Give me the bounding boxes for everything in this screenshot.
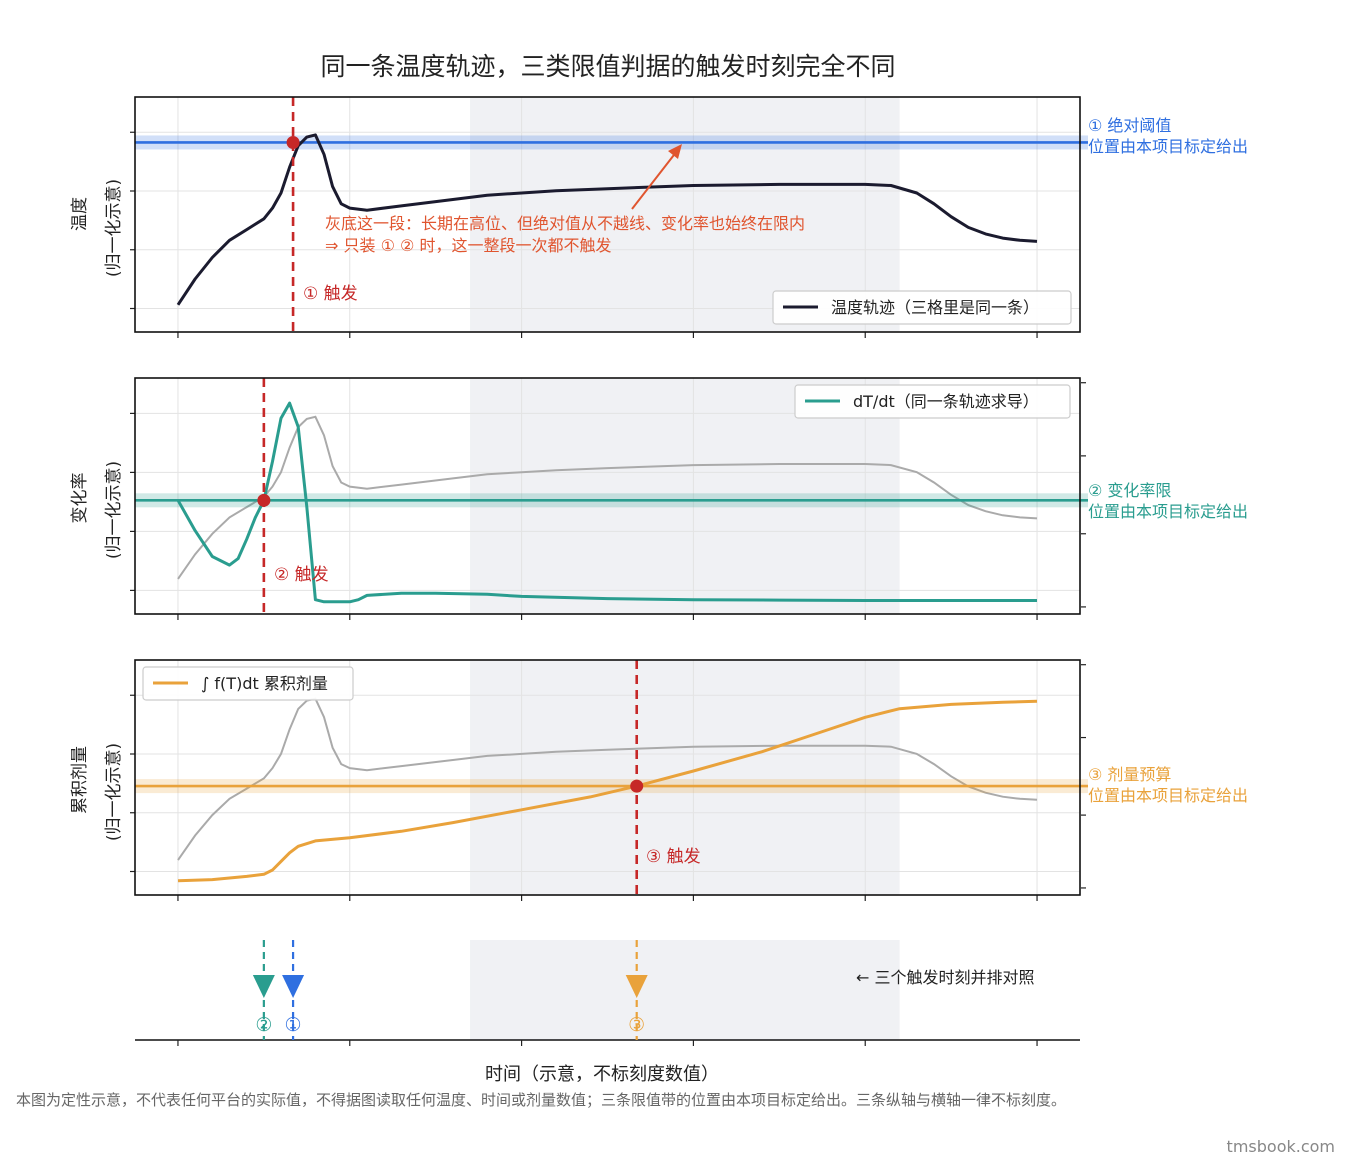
rate-ylabel: 变化率 <box>70 473 90 524</box>
shade-annotation-line1: 灰底这一段：长期在高位、但绝对值从不越线、变化率也始终在限内 <box>325 214 805 233</box>
context-temperature-line <box>177 415 1038 580</box>
watermark: tmsbook.com <box>1227 1137 1335 1156</box>
timeline-shaded-region <box>470 940 900 1040</box>
abs-limit-sublabel: 位置由本项目标定给出 <box>1088 137 1248 156</box>
legend-label: ∫ f(T)dt 累积剂量 <box>201 674 328 693</box>
context-temperature-line <box>177 697 1038 861</box>
dose-limit-label: ③ 剂量预算 <box>1088 765 1171 784</box>
annotation-arrow-shaft <box>631 150 678 210</box>
rate-limit-label: ② 变化率限 <box>1088 481 1171 500</box>
abs-trigger-label: ① 触发 <box>303 284 358 304</box>
chart-title: 同一条温度轨迹，三类限值判据的触发时刻完全不同 <box>320 52 895 81</box>
dose-ylabel-sub: (归一化示意) <box>104 743 124 841</box>
absolute-timeline-marker <box>282 975 305 998</box>
rate-timeline-marker <box>252 975 275 998</box>
shade-annotation-line2: ⇒ 只装 ① ② 时，这一整段一次都不触发 <box>325 236 611 255</box>
footnote: 本图为定性示意，不代表任何平台的实际值，不得据图读取任何温度、时间或剂量数值；三… <box>16 1091 1066 1109</box>
x-axis-label: 时间（示意，不标刻度数值） <box>485 1064 719 1085</box>
temp-trigger-point <box>286 135 300 149</box>
panel-rate: dT/dt（同一条轨迹求导） <box>130 377 1088 620</box>
timeline-note: ← 三个触发时刻并排对照 <box>856 968 1035 987</box>
rate-series-line <box>176 401 1037 604</box>
temp-series-line <box>176 133 1038 306</box>
panel-dose: ∫ f(T)dt 累积剂量 <box>130 659 1088 901</box>
dose-timeline-marker <box>625 975 648 998</box>
dose-trigger-label: ③ 触发 <box>646 847 701 867</box>
legend-box <box>142 666 354 701</box>
legend-label: 温度轨迹（三格里是同一条） <box>831 298 1039 317</box>
annotation-arrow-head <box>668 144 682 159</box>
absolute-timeline-label: ① <box>285 1014 302 1036</box>
legend-box <box>794 384 1071 419</box>
rate-limit-sublabel: 位置由本项目标定给出 <box>1088 502 1248 521</box>
rate-trigger-label: ② 触发 <box>274 565 329 585</box>
rate-trigger-point <box>257 493 271 507</box>
panel-temperature: 温度轨迹（三格里是同一条） <box>130 96 1088 338</box>
dose-ylabel: 累积剂量 <box>70 746 90 814</box>
dose-series-line <box>177 699 1038 883</box>
rate-timeline-label: ② <box>255 1014 272 1036</box>
abs-limit-label: ① 绝对阈值 <box>1088 116 1171 135</box>
temp-ylabel-sub: (归一化示意) <box>104 179 124 277</box>
panel-frame <box>134 96 1081 333</box>
shaded-region <box>470 660 900 895</box>
panel-frame <box>134 377 1081 615</box>
legend-label: dT/dt（同一条轨迹求导） <box>853 392 1039 411</box>
temp-ylabel: 温度 <box>70 197 90 231</box>
dose-limit-sublabel: 位置由本项目标定给出 <box>1088 786 1248 805</box>
legend-box <box>772 290 1072 325</box>
panel-frame <box>134 659 1081 896</box>
dose-timeline-label: ③ <box>628 1014 645 1036</box>
dose-trigger-point <box>630 779 644 793</box>
rate-ylabel-sub: (归一化示意) <box>104 461 124 559</box>
